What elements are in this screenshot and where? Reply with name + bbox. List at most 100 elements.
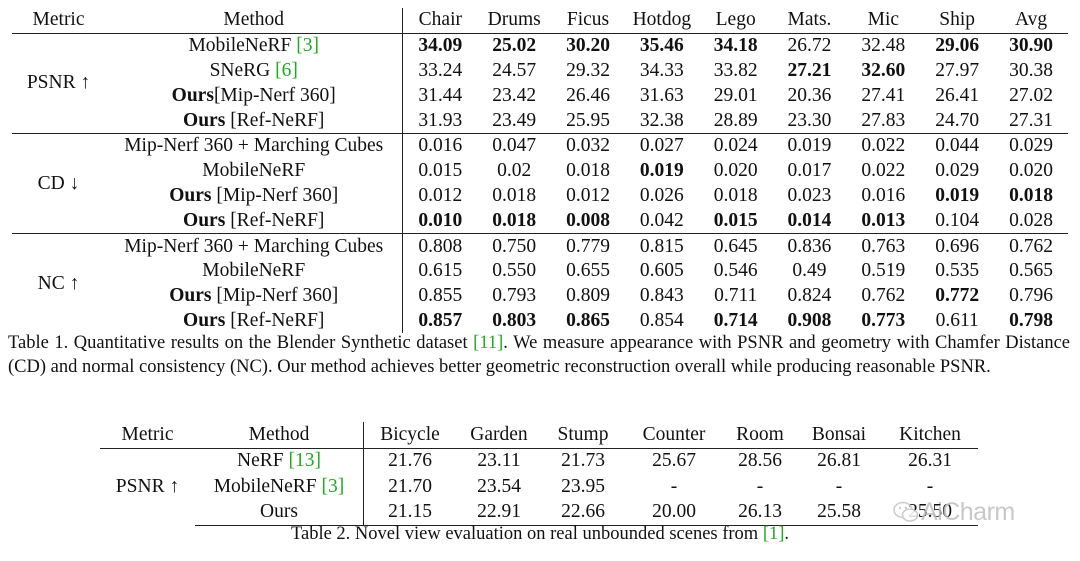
value-cell: 0.018 [1009, 184, 1053, 206]
value-cell: 0.798 [1009, 309, 1053, 331]
value-cell: 35.46 [639, 35, 684, 57]
value-cell: - [926, 475, 934, 497]
citation-link[interactable]: [13] [288, 450, 321, 472]
value-cell: 0.696 [920, 233, 995, 259]
column-header: Metric [12, 8, 106, 34]
method-cell: MobileNeRF [3] [195, 474, 364, 500]
value-cell: 33.24 [418, 59, 463, 81]
value-cell: 0.026 [639, 184, 684, 206]
wechat-icon [893, 500, 919, 526]
value-cell: 30.20 [566, 35, 610, 57]
value-cell: 25.67 [652, 450, 696, 472]
value-cell: 32.48 [861, 35, 906, 57]
value-cell: 0.029 [994, 132, 1068, 159]
value-cell: 29.01 [713, 84, 758, 106]
method-label: MobileNeRF [202, 160, 306, 182]
value-cell: 0.018 [566, 160, 610, 182]
value-cell: 21.15 [363, 499, 456, 526]
value-cell: - [756, 475, 764, 497]
column-header: Avg [994, 8, 1068, 34]
value-cell: 24.70 [935, 109, 980, 131]
value-cell: 20.36 [787, 84, 832, 106]
value-cell: 22.66 [542, 499, 624, 526]
value-cell: 0.793 [492, 285, 537, 307]
value-cell: 0.019 [935, 184, 980, 206]
citation-link[interactable]: [6] [275, 59, 298, 81]
method-label: Ours [260, 501, 298, 523]
column-header: Lego [698, 8, 773, 34]
table-row: MobileNeRF 0.015 0.02 0.018 0.019 0.020 0.017 0… [12, 158, 1068, 184]
value-cell: 0.855 [418, 285, 463, 307]
method-cell: Ours[Mip-Nerf 360] [105, 83, 404, 109]
table-row: Ours [Ref-NeRF] 31.93 23.49 25.95 32.38 28.89… [12, 108, 1068, 134]
method-bold-label: Ours [169, 184, 212, 206]
caption-text: . [784, 524, 790, 544]
value-cell: 0.032 [551, 132, 625, 159]
column-header: Ficus [551, 8, 625, 34]
value-cell: 0.104 [935, 209, 980, 231]
citation-link[interactable]: [3] [296, 35, 319, 57]
citation-link[interactable]: [11] [473, 333, 504, 353]
value-cell: 21.73 [561, 450, 605, 472]
value-cell: 29.32 [566, 59, 610, 81]
method-cell: Ours [Mip-Nerf 360] [105, 283, 404, 309]
column-header: Kitchen [882, 422, 978, 449]
method-label: [Mip-Nerf 360] [213, 84, 336, 106]
column-header: Hotdog [624, 8, 699, 34]
value-cell: 34.18 [713, 35, 758, 57]
caption-text: Table 1. Quantitative results on the Ble… [8, 333, 474, 353]
citation-link[interactable]: [1] [762, 524, 785, 544]
value-cell: 0.010 [418, 209, 463, 231]
table-2-header-row: Metric Method Bicycle Garden Stump Counter Roo… [100, 422, 978, 449]
value-cell: 30.38 [1009, 59, 1053, 81]
value-cell: 0.808 [402, 233, 478, 259]
citation-link[interactable]: [3] [321, 475, 345, 497]
method-cell: MobileNeRF [105, 258, 404, 284]
value-cell: 0.019 [639, 160, 684, 182]
value-cell: 27.02 [1009, 84, 1053, 106]
value-cell: 0.012 [566, 184, 610, 206]
table-row: NC ↑ Mip-Nerf 360 + Marching Cubes 0.808 0.… [12, 233, 1068, 334]
value-cell: 0.015 [418, 160, 463, 182]
value-cell: 0.042 [639, 209, 684, 231]
table-row: PSNR ↑ MobileNeRF [3] 34.09 25.02 30.20 35.46… [12, 33, 1068, 93]
value-cell: 27.31 [1009, 109, 1053, 131]
value-cell: 26.41 [935, 84, 980, 106]
value-cell: 26.46 [566, 84, 610, 106]
value-cell: 0.022 [861, 160, 906, 182]
table-row: Ours [Mip-Nerf 360] 0.012 0.018 0.012 0.026 0… [12, 183, 1068, 209]
value-cell: 0.857 [418, 309, 463, 331]
value-cell: 0.550 [492, 260, 537, 282]
value-cell: 25.95 [566, 109, 610, 131]
value-cell: 0.023 [787, 184, 832, 206]
value-cell: 0.714 [713, 309, 758, 331]
caption-text: . We measure appearance with PSNR and ge… [8, 333, 1070, 377]
value-cell: 0.762 [994, 233, 1068, 259]
value-cell: 0.854 [639, 309, 684, 331]
column-header: Room [724, 422, 796, 449]
value-cell: 0.024 [698, 132, 773, 159]
method-label: MobileNeRF [213, 475, 322, 497]
table-row: Ours [Ref-NeRF] 0.857 0.803 0.865 0.854 0.714… [12, 308, 1068, 334]
value-cell: 22.91 [456, 499, 542, 526]
value-cell: 0.865 [566, 309, 610, 331]
value-cell: 23.49 [492, 109, 537, 131]
method-label: Mip-Nerf 360 + Marching Cubes [124, 135, 384, 157]
method-cell: Mip-Nerf 360 + Marching Cubes [105, 233, 404, 259]
value-cell: 0.711 [714, 285, 758, 307]
value-cell: 0.044 [920, 132, 995, 159]
value-cell: 0.49 [792, 260, 827, 282]
value-cell: 0.022 [846, 132, 921, 159]
value-cell: 27.21 [787, 59, 832, 81]
value-cell: 27.41 [861, 84, 906, 106]
table-2: Metric Method Bicycle Garden Stump Counter Roo… [100, 422, 978, 526]
column-header: Mic [846, 8, 921, 34]
column-header: Stump [542, 422, 624, 449]
value-cell: 0.008 [566, 209, 610, 231]
method-cell: SNeRG [6] [105, 58, 404, 84]
value-cell: 0.014 [787, 209, 832, 231]
column-header: Method [105, 8, 404, 34]
value-cell: 0.611 [935, 309, 979, 331]
table-row: MobileNeRF [3] 21.70 23.54 23.95 - - - - [100, 474, 978, 500]
value-cell: 23.30 [787, 109, 832, 131]
